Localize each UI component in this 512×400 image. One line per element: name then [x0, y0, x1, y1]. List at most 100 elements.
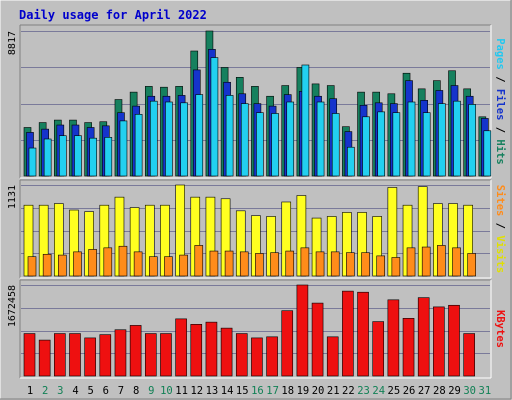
bar-kbytes-day-10	[160, 333, 172, 377]
panel-middle-series-label-part-0: Sites	[494, 185, 506, 217]
x-label-day-30: 30	[463, 385, 476, 397]
x-label-day-29: 29	[448, 385, 461, 397]
x-label-day-2: 2	[42, 385, 48, 397]
bar-pages-day-13	[210, 57, 219, 177]
bar-kbytes-day-24	[372, 321, 385, 377]
bar-kbytes-day-29	[448, 304, 460, 377]
x-label-day-7: 7	[118, 385, 124, 397]
panel-top-series-label-part-3: /	[494, 120, 506, 139]
bar-kbytes-day-16	[251, 337, 263, 377]
bar-kbytes-day-13	[205, 321, 218, 377]
bar-sites-day-15	[239, 251, 249, 277]
x-label-day-6: 6	[103, 385, 109, 397]
panel-bottom-series-label: KBytes	[494, 310, 506, 348]
bar-kbytes-day-5	[84, 337, 96, 377]
bar-sites-day-14	[224, 250, 234, 277]
x-label-day-15: 15	[236, 385, 249, 397]
bar-sites-day-23	[361, 252, 370, 277]
bar-sites-day-16	[255, 253, 264, 277]
bar-pages-day-11	[180, 102, 188, 177]
x-label-day-10: 10	[160, 385, 173, 397]
bar-sites-day-11	[179, 254, 188, 277]
bar-sites-day-20	[315, 251, 325, 277]
bar-pages-day-17	[271, 113, 279, 177]
bar-pages-day-19	[301, 64, 310, 177]
x-label-day-17: 17	[266, 385, 279, 397]
bar-sites-day-21	[330, 251, 340, 277]
bar-sites-day-9	[148, 256, 158, 277]
bar-kbytes-day-30	[463, 333, 475, 377]
bar-sites-day-12	[194, 245, 204, 277]
panel-top-series-label-part-4: Hits	[494, 139, 506, 164]
bar-kbytes-day-23	[357, 291, 369, 377]
panel-middle-series-label-part-1: /	[494, 216, 506, 235]
bar-pages-day-3	[59, 135, 67, 177]
x-label-day-12: 12	[190, 385, 203, 397]
panel-top-series-label-part-1: /	[494, 70, 506, 89]
bar-pages-day-6	[104, 137, 113, 177]
bar-kbytes-day-2	[38, 339, 51, 377]
bar-sites-day-13	[209, 250, 219, 277]
bar-pages-day-10	[165, 101, 173, 177]
x-label-day-9: 9	[148, 385, 154, 397]
bar-kbytes-day-12	[190, 324, 203, 377]
bar-pages-day-16	[256, 112, 264, 177]
bar-kbytes-day-25	[387, 299, 400, 377]
bar-sites-day-25	[391, 257, 401, 277]
bar-sites-day-24	[376, 255, 386, 277]
bar-pages-day-2	[43, 138, 52, 177]
bar-kbytes-day-27	[417, 297, 430, 377]
panel-middle-series-label-part-2: Visits	[494, 235, 506, 273]
panel-top-series-label-part-2: Files	[494, 89, 506, 121]
bar-sites-day-28	[437, 245, 446, 277]
panel-bottom-series-label-part-0: KBytes	[494, 310, 506, 348]
bar-kbytes-day-9	[144, 333, 157, 377]
bar-pages-day-7	[119, 120, 128, 177]
bar-sites-day-1	[27, 256, 37, 277]
x-label-day-16: 16	[251, 385, 264, 397]
bar-pages-day-4	[74, 135, 82, 177]
bar-kbytes-day-20	[311, 302, 324, 377]
panel-top-series-label: Pages / Files / Hits	[494, 38, 506, 164]
x-label-day-13: 13	[206, 385, 219, 397]
chart-title: Daily usage for April 2022	[19, 8, 207, 22]
x-label-day-25: 25	[388, 385, 401, 397]
bar-pages-day-18	[286, 101, 295, 177]
bar-kbytes-day-22	[342, 290, 354, 377]
bar-sites-day-3	[58, 254, 67, 277]
x-label-day-22: 22	[342, 385, 355, 397]
bar-kbytes-day-18	[281, 310, 294, 377]
x-label-day-23: 23	[357, 385, 370, 397]
bar-pages-day-28	[438, 103, 446, 177]
bar-kbytes-day-26	[402, 318, 415, 377]
bar-kbytes-day-3	[54, 333, 66, 377]
bar-pages-day-27	[422, 112, 431, 177]
panel-bottom-max-label: 1672458	[7, 285, 18, 327]
x-label-day-21: 21	[327, 385, 340, 397]
bar-kbytes-day-19	[296, 284, 309, 377]
bar-sites-day-6	[103, 247, 113, 277]
bar-pages-day-5	[89, 137, 97, 177]
x-label-day-20: 20	[312, 385, 325, 397]
bar-kbytes-day-14	[220, 327, 233, 377]
x-label-day-4: 4	[72, 385, 78, 397]
x-label-day-28: 28	[433, 385, 446, 397]
bar-kbytes-day-11	[175, 318, 187, 377]
x-label-day-14: 14	[221, 385, 234, 397]
chart-panels: 8817 Pages / Files / Hits 1131 Sites / Visi…	[7, 24, 506, 379]
bar-sites-day-30	[467, 253, 476, 277]
bar-pages-day-23	[362, 116, 370, 177]
bar-sites-day-18	[285, 250, 295, 277]
bar-pages-day-29	[453, 100, 461, 177]
bar-kbytes-day-17	[266, 336, 278, 377]
bar-sites-day-26	[406, 247, 416, 277]
bar-sites-day-4	[73, 251, 82, 277]
bar-pages-day-9	[149, 100, 158, 177]
panel-middle-series-label: Sites / Visits	[494, 185, 506, 274]
x-axis-labels: 1 2 3 4 5 6 7 8 9 10 11 12 13 14 15 16 17 18 19 20 21 22 23 24 2…	[27, 385, 491, 397]
bar-sites-day-2	[42, 253, 52, 277]
bar-pages-day-8	[134, 114, 143, 177]
bar-kbytes-day-15	[235, 333, 248, 377]
bar-pages-day-1	[28, 147, 37, 177]
